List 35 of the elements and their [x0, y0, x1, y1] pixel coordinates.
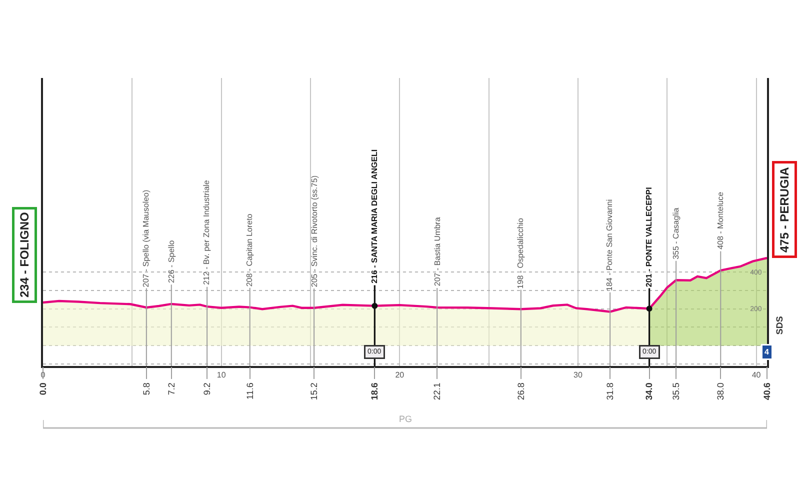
- band-label: PG: [399, 414, 412, 424]
- x2-tick-label: 11.6: [244, 382, 255, 400]
- x2-tick-label: 22.1: [432, 382, 442, 400]
- x2-tick-label: 9.2: [202, 382, 212, 396]
- x2-tick-label: 15.2: [308, 382, 319, 400]
- annotation: 212 - Bv. per Zona Industriale: [202, 180, 212, 285]
- annotation: 207 - Spello (via Mausoleo): [142, 190, 151, 288]
- text: SDS: [774, 316, 784, 335]
- x-tick-label: 40: [752, 370, 762, 380]
- annotation: 184 - Ponte San Giovanni: [605, 199, 614, 291]
- x2-tick-label: 5.8: [141, 382, 152, 396]
- annotation: 234 - FOLIGNO: [18, 212, 32, 298]
- x-tick-label: 10: [216, 370, 226, 380]
- annotation: 198 - Ospedalicchio: [516, 217, 526, 289]
- annotation: 201 - PONTE VALLECEPPI: [644, 187, 654, 288]
- x2-tick-label: 26.8: [516, 382, 526, 400]
- annotation: 216 - SANTA MARIA DEGLI ANGELI: [370, 149, 379, 284]
- x2-tick-label: 34.0: [644, 382, 654, 400]
- annotation: 207 - Bastia Umbra: [433, 216, 442, 286]
- annotation: 208 - Capitan Loreto: [245, 213, 254, 287]
- annotation: 408 - Monteluce: [716, 191, 725, 250]
- x2-tick-label: 18.6: [370, 382, 380, 400]
- x2-tick-label: 7.2: [166, 382, 176, 396]
- x2-tick-label: 40.6: [762, 382, 772, 400]
- annotation: 475 - PERUGIA: [778, 166, 792, 252]
- x-tick-label: 20: [395, 370, 405, 380]
- annotation: 205 - Svinc. di Rivotorto (ss.75): [310, 175, 319, 288]
- x2-tick-label: 38.0: [716, 382, 726, 400]
- x2-tick-label: 35.5: [670, 382, 681, 400]
- x2-tick-label: 0.0: [38, 382, 48, 396]
- x2-tick-label: 31.8: [604, 382, 615, 400]
- annotation: 226 - Spello: [166, 240, 176, 284]
- annotation: 355 - Casaglia: [672, 207, 681, 260]
- annotation: 4: [764, 348, 770, 356]
- x-tick-label: 30: [574, 370, 583, 380]
